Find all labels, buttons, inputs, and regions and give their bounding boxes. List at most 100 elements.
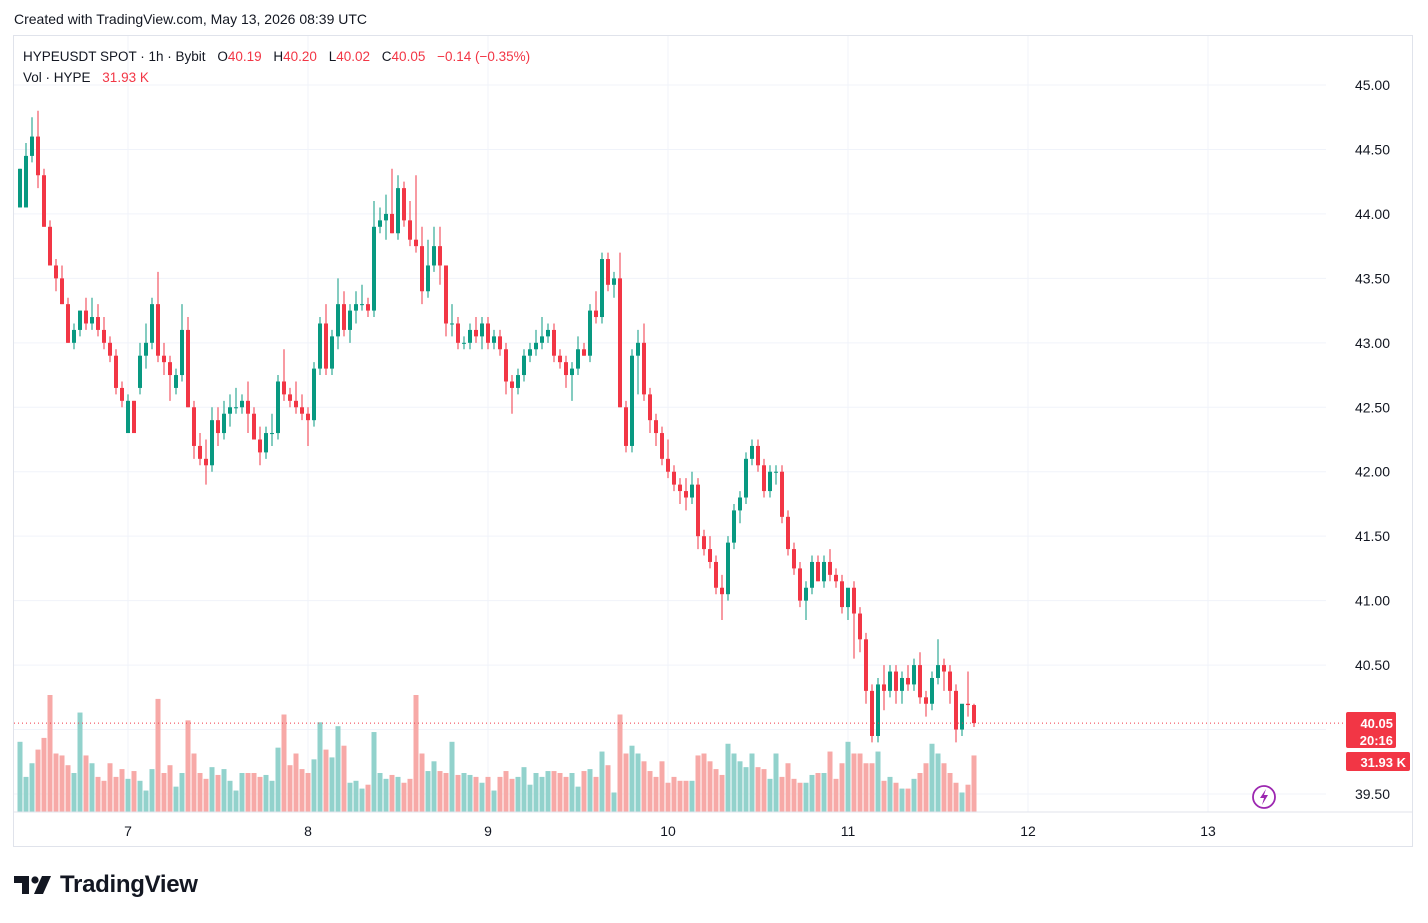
volume-bar <box>323 749 329 812</box>
volume-label[interactable]: Vol · HYPE <box>23 70 91 85</box>
volume-bar <box>815 773 821 812</box>
candle-body <box>924 697 928 704</box>
volume-bar <box>629 745 635 812</box>
candle-body <box>660 433 664 459</box>
volume-bar <box>515 776 521 812</box>
volume-bar <box>161 773 167 812</box>
lightning-icon[interactable] <box>1252 785 1276 809</box>
candle-body <box>426 265 430 292</box>
candle-body <box>420 246 424 292</box>
candle-body <box>798 568 802 601</box>
price-axis[interactable]: 45.00 44.50 44.00 43.50 43.00 42.50 42.00 41.50… <box>1355 77 1390 802</box>
volume-bar <box>395 776 401 812</box>
candle-body <box>174 375 178 388</box>
candle-body <box>132 400 136 434</box>
price-tick-label: 45.00 <box>1355 77 1390 93</box>
candle-body <box>366 304 370 311</box>
candle-body <box>774 471 778 473</box>
candle-body <box>456 323 460 343</box>
volume-bar <box>587 769 593 812</box>
volume-bar <box>293 753 299 812</box>
candle-body <box>552 329 556 356</box>
volume-bar <box>191 753 197 812</box>
volume-bar <box>341 745 347 812</box>
volume-bar <box>719 774 725 812</box>
candle-body <box>576 349 580 369</box>
volume-bar <box>425 771 431 812</box>
volume-bar <box>671 776 677 812</box>
volume-bar <box>251 773 257 812</box>
volume-bar <box>65 765 71 812</box>
volume-bar <box>317 722 323 812</box>
volume-bar <box>419 753 425 812</box>
candle-body <box>360 304 364 306</box>
time-tick-label: 12 <box>1020 823 1036 839</box>
volume-bar <box>809 774 815 812</box>
volume-bar <box>347 782 353 812</box>
volume-tag-value: 31.93 K <box>1360 755 1406 770</box>
candle-body <box>270 433 274 435</box>
volume-bar <box>431 761 437 812</box>
time-tick-label: 7 <box>124 823 132 839</box>
volume-bar <box>767 778 773 812</box>
candle-body <box>948 671 952 691</box>
volume-bar <box>197 773 203 812</box>
candle-body <box>972 705 976 724</box>
candle-body <box>354 304 358 311</box>
candle-body <box>264 433 268 453</box>
candle-body <box>666 458 670 472</box>
candle-body <box>516 375 520 388</box>
candle-body <box>876 684 880 736</box>
volume-bar <box>839 763 845 812</box>
volume-bar <box>179 773 185 812</box>
candle-body <box>936 665 940 678</box>
candle-body <box>654 420 658 434</box>
volume-bar <box>683 780 689 812</box>
candle-body <box>702 536 706 550</box>
volume-bar <box>59 755 65 812</box>
volume-bar <box>299 769 305 812</box>
candle-body <box>204 458 208 466</box>
time-axis[interactable]: 7 8 9 10 11 12 13 <box>14 811 1412 839</box>
candle-body <box>588 310 592 356</box>
volume-bar <box>743 767 749 812</box>
candle-body <box>966 703 970 706</box>
candle-body <box>894 671 898 691</box>
volume-bar <box>791 778 797 812</box>
open-label: O <box>217 49 228 64</box>
price-tick-label: 40.50 <box>1355 657 1390 673</box>
candle-body <box>150 304 154 343</box>
time-tick-label: 11 <box>841 823 856 839</box>
candle-body <box>258 439 262 453</box>
candle-body <box>840 581 844 608</box>
chart-legend: HYPEUSDT SPOT · 1h · Bybit O40.19 H40.20… <box>23 46 530 88</box>
volume-bar <box>851 753 857 812</box>
volume-bar <box>785 763 791 812</box>
volume-bar <box>287 765 293 812</box>
candle-body <box>228 407 232 414</box>
volume-bar <box>803 782 809 812</box>
candle-body <box>294 400 298 408</box>
candle-body <box>156 304 160 356</box>
candle-body <box>636 342 640 356</box>
volume-bar <box>401 782 407 812</box>
volume-bar <box>965 784 971 812</box>
candle-body <box>612 278 616 285</box>
tradingview-logo[interactable]: TradingView <box>14 871 198 899</box>
candle-body <box>594 310 598 318</box>
volume-bar <box>959 792 965 812</box>
candle-body <box>804 587 808 601</box>
symbol-label[interactable]: HYPEUSDT SPOT · 1h · Bybit <box>23 49 206 64</box>
volume-bar <box>575 786 581 812</box>
candle-body <box>72 329 76 343</box>
price-tick-label: 42.00 <box>1355 464 1390 480</box>
candle-body <box>558 355 562 363</box>
candle-body <box>684 491 688 498</box>
candle-body <box>732 510 736 543</box>
volume-bars <box>17 695 977 812</box>
price-tick-label: 43.00 <box>1355 335 1390 351</box>
candle-body <box>210 420 214 466</box>
volume-bar <box>701 753 707 812</box>
volume-bar <box>311 759 317 812</box>
